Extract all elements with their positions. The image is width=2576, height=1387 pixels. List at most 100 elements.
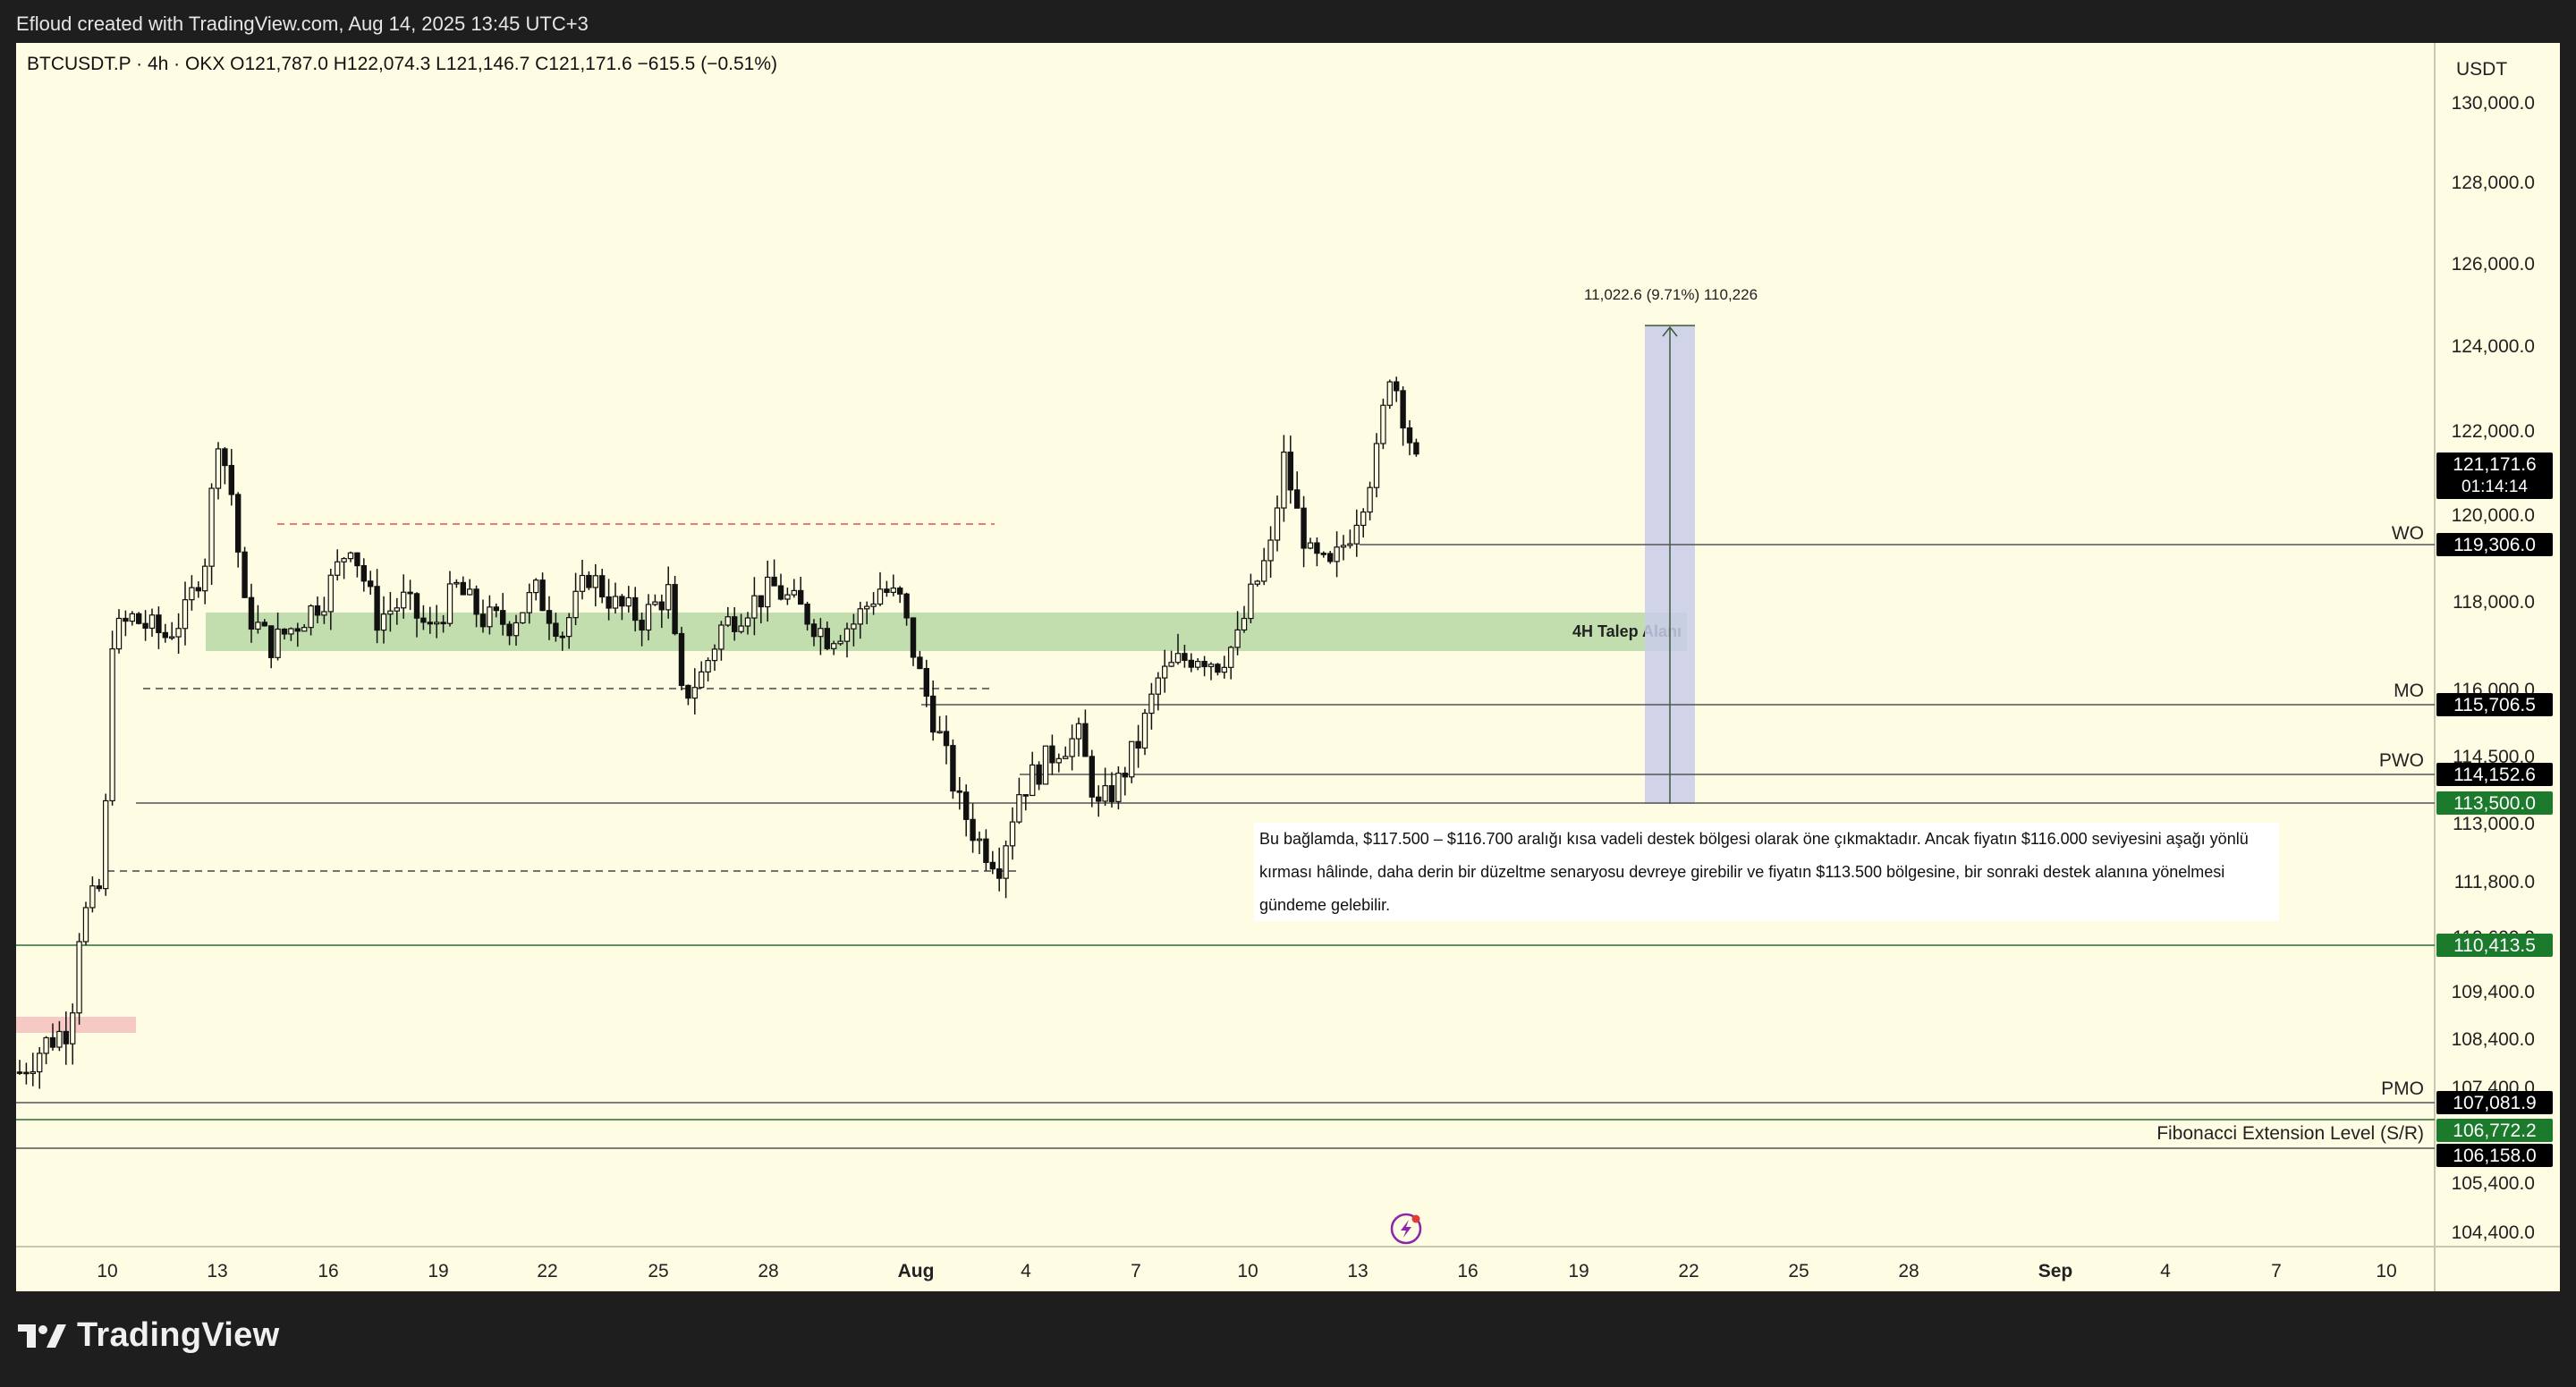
time-tick: Aug [898, 1261, 935, 1281]
price-label: 106,772.2 [2453, 1121, 2536, 1141]
candle-body [1009, 821, 1016, 847]
analysis-note[interactable]: Bu bağlamda, $117.500 – $116.700 aralığı… [1254, 823, 2279, 921]
candle-body [1314, 542, 1320, 554]
candle-body [43, 1036, 49, 1054]
candle-body [1326, 553, 1334, 562]
candle-body [698, 671, 705, 689]
currency-label: USDT [2456, 59, 2507, 80]
price-tick: 124,000.0 [2452, 336, 2535, 357]
price-label-bg [2436, 452, 2553, 499]
price-label-bg [2436, 533, 2553, 556]
candle-body [1049, 745, 1055, 764]
candle-body [1135, 740, 1141, 749]
candle-body [910, 617, 917, 658]
price-label: 115,706.5 [2453, 695, 2536, 715]
candle-body [1234, 629, 1241, 648]
time-tick: 16 [1457, 1261, 1478, 1281]
fib-label: Fibonacci Extension Level (S/R) [2157, 1123, 2424, 1144]
candle-body [685, 684, 691, 699]
candle-body [658, 601, 665, 611]
price-label-bg [2436, 763, 2553, 786]
candle-body [235, 494, 242, 553]
candle-body [30, 1070, 37, 1074]
time-tick: 25 [1788, 1261, 1809, 1281]
candle-body [606, 596, 612, 609]
candle-body [1254, 580, 1260, 585]
candle-body [294, 628, 301, 632]
time-tick: 7 [2271, 1261, 2282, 1281]
candle-body [705, 660, 711, 672]
candle-body [843, 628, 851, 642]
price-label: 107,081.9 [2453, 1093, 2536, 1113]
price-label-bg [2436, 1119, 2553, 1142]
candle-body [1022, 794, 1029, 797]
candle-body [612, 596, 619, 609]
candle-body [791, 589, 798, 596]
candle-body [810, 623, 818, 638]
candle-body [162, 631, 168, 639]
candle-body [989, 861, 996, 870]
candle-body [598, 575, 606, 598]
demand-zone[interactable] [206, 613, 1687, 651]
candle-body [804, 603, 810, 625]
symbol-legend[interactable]: BTCUSDT.P · 4h · OKX O121,787.0 H122,074… [27, 54, 777, 74]
candle-body [69, 1012, 76, 1044]
candle-body [1161, 665, 1168, 679]
candle-body [943, 731, 950, 747]
candle-body [222, 448, 228, 467]
attribution-text: Efloud created with TradingView.com, Aug… [16, 13, 589, 35]
candle-body [1347, 543, 1353, 546]
candle-body [506, 623, 513, 637]
price-label: 121,171.6 [2453, 454, 2536, 475]
candle-body [123, 617, 129, 622]
tradingview-brand[interactable]: TradingView [18, 1316, 279, 1355]
time-axis[interactable]: 10 13 16 19 22 25 28 Aug 4 7 10 13 16 19 22 25 28 Sep 4 7 10 [97, 1261, 2396, 1281]
candle-body [711, 648, 718, 662]
candle-body [56, 1030, 63, 1048]
candle-body [619, 596, 625, 607]
candle-body [23, 1071, 30, 1075]
candle-body [374, 586, 380, 631]
candle-body [631, 596, 639, 622]
candle-body [738, 625, 744, 632]
time-tick: 4 [2160, 1261, 2171, 1281]
candle-body [76, 941, 82, 1014]
candle-body [1016, 794, 1022, 823]
chart-frame[interactable] [16, 43, 2560, 1291]
candle-body [645, 604, 652, 631]
price-tick: 105,400.0 [2452, 1173, 2535, 1194]
price-tick: 130,000.0 [2452, 93, 2535, 114]
candle-body [962, 791, 970, 820]
candle-body [487, 606, 493, 628]
candle-body [950, 745, 956, 792]
candle-body [82, 907, 89, 943]
candle-body [275, 628, 281, 658]
candle-body [546, 610, 553, 624]
candle-body [1334, 546, 1340, 562]
candle-body [499, 610, 506, 625]
candle-body [1029, 764, 1036, 797]
price-axis[interactable]: 130,000.0 128,000.0 126,000.0 124,000.0 122,… [2452, 93, 2535, 1243]
candle-body [1141, 712, 1148, 749]
candle-body [1128, 740, 1135, 778]
candle-body [586, 574, 592, 588]
candle-body [565, 617, 572, 638]
candle-body [751, 595, 758, 619]
candle-body [1307, 542, 1314, 549]
price-label: 110,413.5 [2453, 935, 2536, 956]
candle-body [1194, 661, 1201, 668]
price-label-bg [2436, 791, 2553, 815]
candle-body [407, 591, 413, 595]
candle-body [169, 636, 175, 639]
candle-body [1267, 539, 1274, 562]
candle-body [466, 588, 473, 596]
candle-body [453, 581, 460, 585]
lightning-icon[interactable] [1390, 1213, 1422, 1245]
candle-body [394, 607, 401, 612]
pwo-label: PWO [2379, 750, 2424, 771]
candle-body [691, 687, 699, 699]
candle-body [368, 580, 374, 588]
candle-body [764, 576, 771, 608]
candle-body [1393, 381, 1400, 392]
